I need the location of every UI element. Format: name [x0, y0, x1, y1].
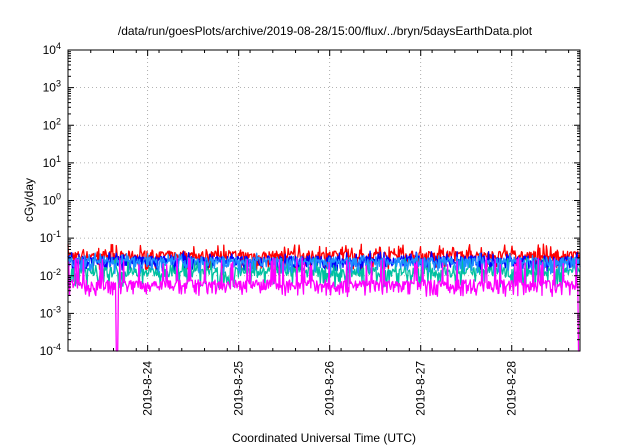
y-tick-label: 10-1	[40, 229, 61, 245]
chart-title: /data/run/goesPlots/archive/2019-08-28/1…	[118, 24, 533, 38]
y-tick-label: 10-4	[40, 342, 61, 358]
x-tick-label: 2019-8-28	[505, 361, 519, 416]
y-tick-label: 10-2	[40, 267, 61, 283]
y-tick-label: 100	[43, 192, 61, 208]
y-tick-label: 102	[43, 116, 61, 132]
x-tick-label: 2019-8-27	[414, 361, 428, 416]
y-tick-label: 10-3	[40, 304, 61, 320]
series-group	[67, 243, 581, 352]
series-line-4	[67, 257, 580, 352]
x-axis: 2019-8-24 2019-8-25 2019-8-26 2019-8-27 2019…	[67, 50, 570, 416]
y-tick-label: 103	[43, 79, 61, 95]
y-axis-label: cGy/day	[22, 178, 36, 222]
x-tick-label: 2019-8-25	[232, 361, 246, 416]
x-tick-label: 2019-8-26	[323, 361, 337, 416]
grid	[68, 50, 580, 351]
y-tick-label: 104	[43, 41, 61, 57]
y-tick-label: 101	[43, 154, 61, 170]
x-axis-label: Coordinated Universal Time (UTC)	[232, 431, 416, 445]
x-tick-label: 2019-8-24	[141, 361, 155, 416]
y-axis: 10-4 10-3 10-2 10-1 100 101 102 103 104	[40, 41, 580, 358]
